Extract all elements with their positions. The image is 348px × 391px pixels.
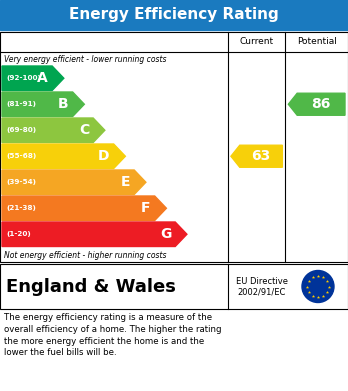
Polygon shape	[2, 222, 187, 246]
Text: Energy Efficiency Rating: Energy Efficiency Rating	[69, 7, 279, 23]
Text: C: C	[79, 123, 89, 137]
Polygon shape	[2, 92, 84, 117]
Polygon shape	[2, 170, 146, 194]
Polygon shape	[288, 93, 345, 115]
Text: (1-20): (1-20)	[6, 231, 31, 237]
Polygon shape	[2, 118, 105, 142]
Text: 86: 86	[311, 97, 331, 111]
Text: (55-68): (55-68)	[6, 153, 36, 159]
Text: The energy efficiency rating is a measure of the
overall efficiency of a home. T: The energy efficiency rating is a measur…	[4, 313, 221, 357]
Polygon shape	[231, 145, 282, 167]
Text: D: D	[98, 149, 110, 163]
Text: Very energy efficient - lower running costs: Very energy efficient - lower running co…	[4, 54, 166, 63]
Text: Not energy efficient - higher running costs: Not energy efficient - higher running co…	[4, 251, 166, 260]
Text: Current: Current	[239, 38, 274, 47]
Polygon shape	[2, 196, 166, 221]
Polygon shape	[2, 144, 125, 169]
Text: F: F	[141, 201, 151, 215]
Text: E: E	[121, 175, 130, 189]
Text: (21-38): (21-38)	[6, 205, 36, 211]
Text: A: A	[37, 71, 48, 85]
Polygon shape	[2, 66, 64, 90]
Bar	[0, 32, 348, 262]
Text: G: G	[160, 227, 171, 241]
Text: (81-91): (81-91)	[6, 101, 36, 107]
Circle shape	[302, 271, 334, 303]
Text: EU Directive
2002/91/EC: EU Directive 2002/91/EC	[236, 277, 287, 296]
Text: Potential: Potential	[297, 38, 337, 47]
Text: (69-80): (69-80)	[6, 127, 36, 133]
Text: 63: 63	[252, 149, 271, 163]
Text: England & Wales: England & Wales	[6, 278, 176, 296]
Bar	[0, 264, 348, 309]
Text: (92-100): (92-100)	[6, 75, 41, 81]
Text: (39-54): (39-54)	[6, 179, 36, 185]
Text: B: B	[58, 97, 69, 111]
Bar	[0, 0, 348, 30]
